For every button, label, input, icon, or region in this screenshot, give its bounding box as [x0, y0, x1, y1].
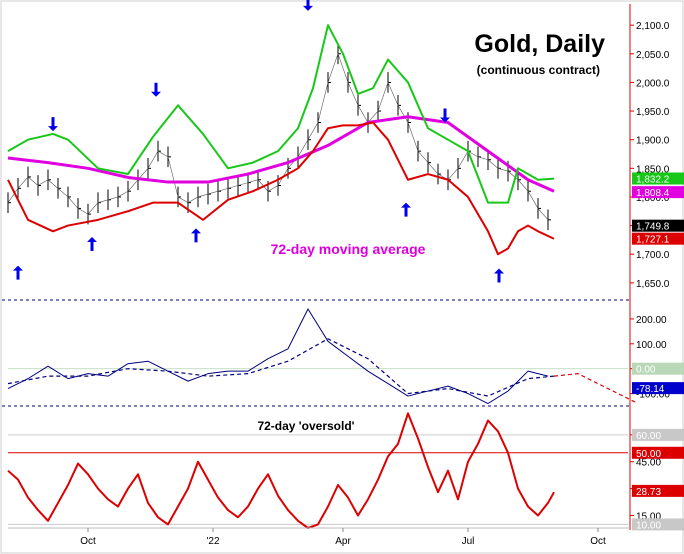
x-tick-label: '22	[206, 536, 219, 547]
price-y-tick-label: 1,650.0	[636, 279, 670, 290]
value-label-text: -78.14	[636, 384, 665, 395]
oscillator-panel	[7, 308, 639, 405]
oscillator-average-line	[7, 338, 555, 397]
cyc-y-tick-label: 45.00	[636, 458, 661, 469]
price-path	[7, 52, 549, 221]
cycle-down-arrow	[48, 117, 58, 132]
cycle-down-arrow	[151, 82, 161, 97]
value-label-box	[632, 219, 684, 232]
value-label-box	[632, 172, 684, 185]
price-y-tick-label: 1,850.0	[636, 164, 670, 175]
value-label-text: 28.73	[636, 487, 661, 498]
cyc-y-tick-label: 15.00	[636, 511, 661, 522]
value-label-text: 1,808.4	[636, 188, 670, 199]
price-y-tick-label: 1,700.0	[636, 250, 670, 261]
oversold-annotation: 72-day 'oversold'	[257, 419, 354, 433]
value-label-layer: 1,832.2 1,808.4 1,749.8 1,727.1 0.00 -78.14 60…	[632, 172, 684, 531]
grid-layer	[2, 299, 630, 525]
price-y-tick-label: 1,950.0	[636, 107, 670, 118]
lower-band-line	[7, 121, 555, 256]
price-y-tick-label: 2,000.0	[636, 78, 670, 89]
cycle-up-arrow	[494, 268, 504, 283]
price-y-tick-label: 1,800.0	[636, 193, 670, 204]
value-label-box	[632, 232, 684, 245]
upper-band-line	[7, 24, 555, 204]
value-label-text: 60.00	[636, 431, 661, 442]
cycle-up-arrow	[191, 228, 201, 243]
value-label-text: 1,832.2	[636, 175, 670, 186]
x-tick-label: Oct	[590, 536, 606, 547]
value-label-box	[632, 362, 684, 375]
cycle-down-arrow	[440, 108, 450, 123]
moving-average-annotation: 72-day moving average	[271, 241, 426, 257]
osc-y-tick-label: -100.00	[636, 390, 670, 401]
x-tick-label: Oct	[80, 536, 96, 547]
chart-title: Gold, Daily	[474, 30, 605, 58]
x-tick-label: Jul	[462, 536, 475, 547]
value-label-box	[632, 446, 684, 459]
price-y-tick-label: 1,900.0	[636, 136, 670, 147]
value-label-box	[632, 428, 684, 441]
price-y-tick-label: 2,050.0	[636, 50, 670, 61]
price-panel	[7, 0, 555, 283]
cycle-up-arrow	[13, 265, 23, 280]
value-label-text: 10.00	[636, 520, 661, 531]
oscillator-line	[7, 308, 549, 405]
price-y-tick-label: 2,100.0	[636, 21, 670, 32]
value-label-box	[632, 484, 684, 497]
osc-y-tick-label: 100.00	[636, 340, 667, 351]
cycle-up-arrow	[401, 202, 411, 217]
cycle-up-arrow	[87, 237, 97, 252]
x-tick-label: Apr	[335, 536, 351, 547]
chart-subtitle: (continuous contract)	[477, 63, 600, 77]
value-label-text: 1,727.1	[636, 235, 670, 246]
value-label-text: 1,749.8	[636, 222, 670, 233]
osc-y-tick-label: 200.00	[636, 315, 667, 326]
value-label-box	[632, 518, 684, 531]
value-label-text: 50.00	[636, 449, 661, 460]
cycle-indicator-panel	[7, 412, 555, 529]
moving-average-line	[7, 115, 555, 193]
value-label-text: 0.00	[636, 365, 656, 376]
cycle-down-arrow	[303, 0, 313, 11]
value-label-box	[632, 382, 684, 395]
value-label-box	[632, 186, 684, 199]
indicator-line	[7, 412, 555, 529]
